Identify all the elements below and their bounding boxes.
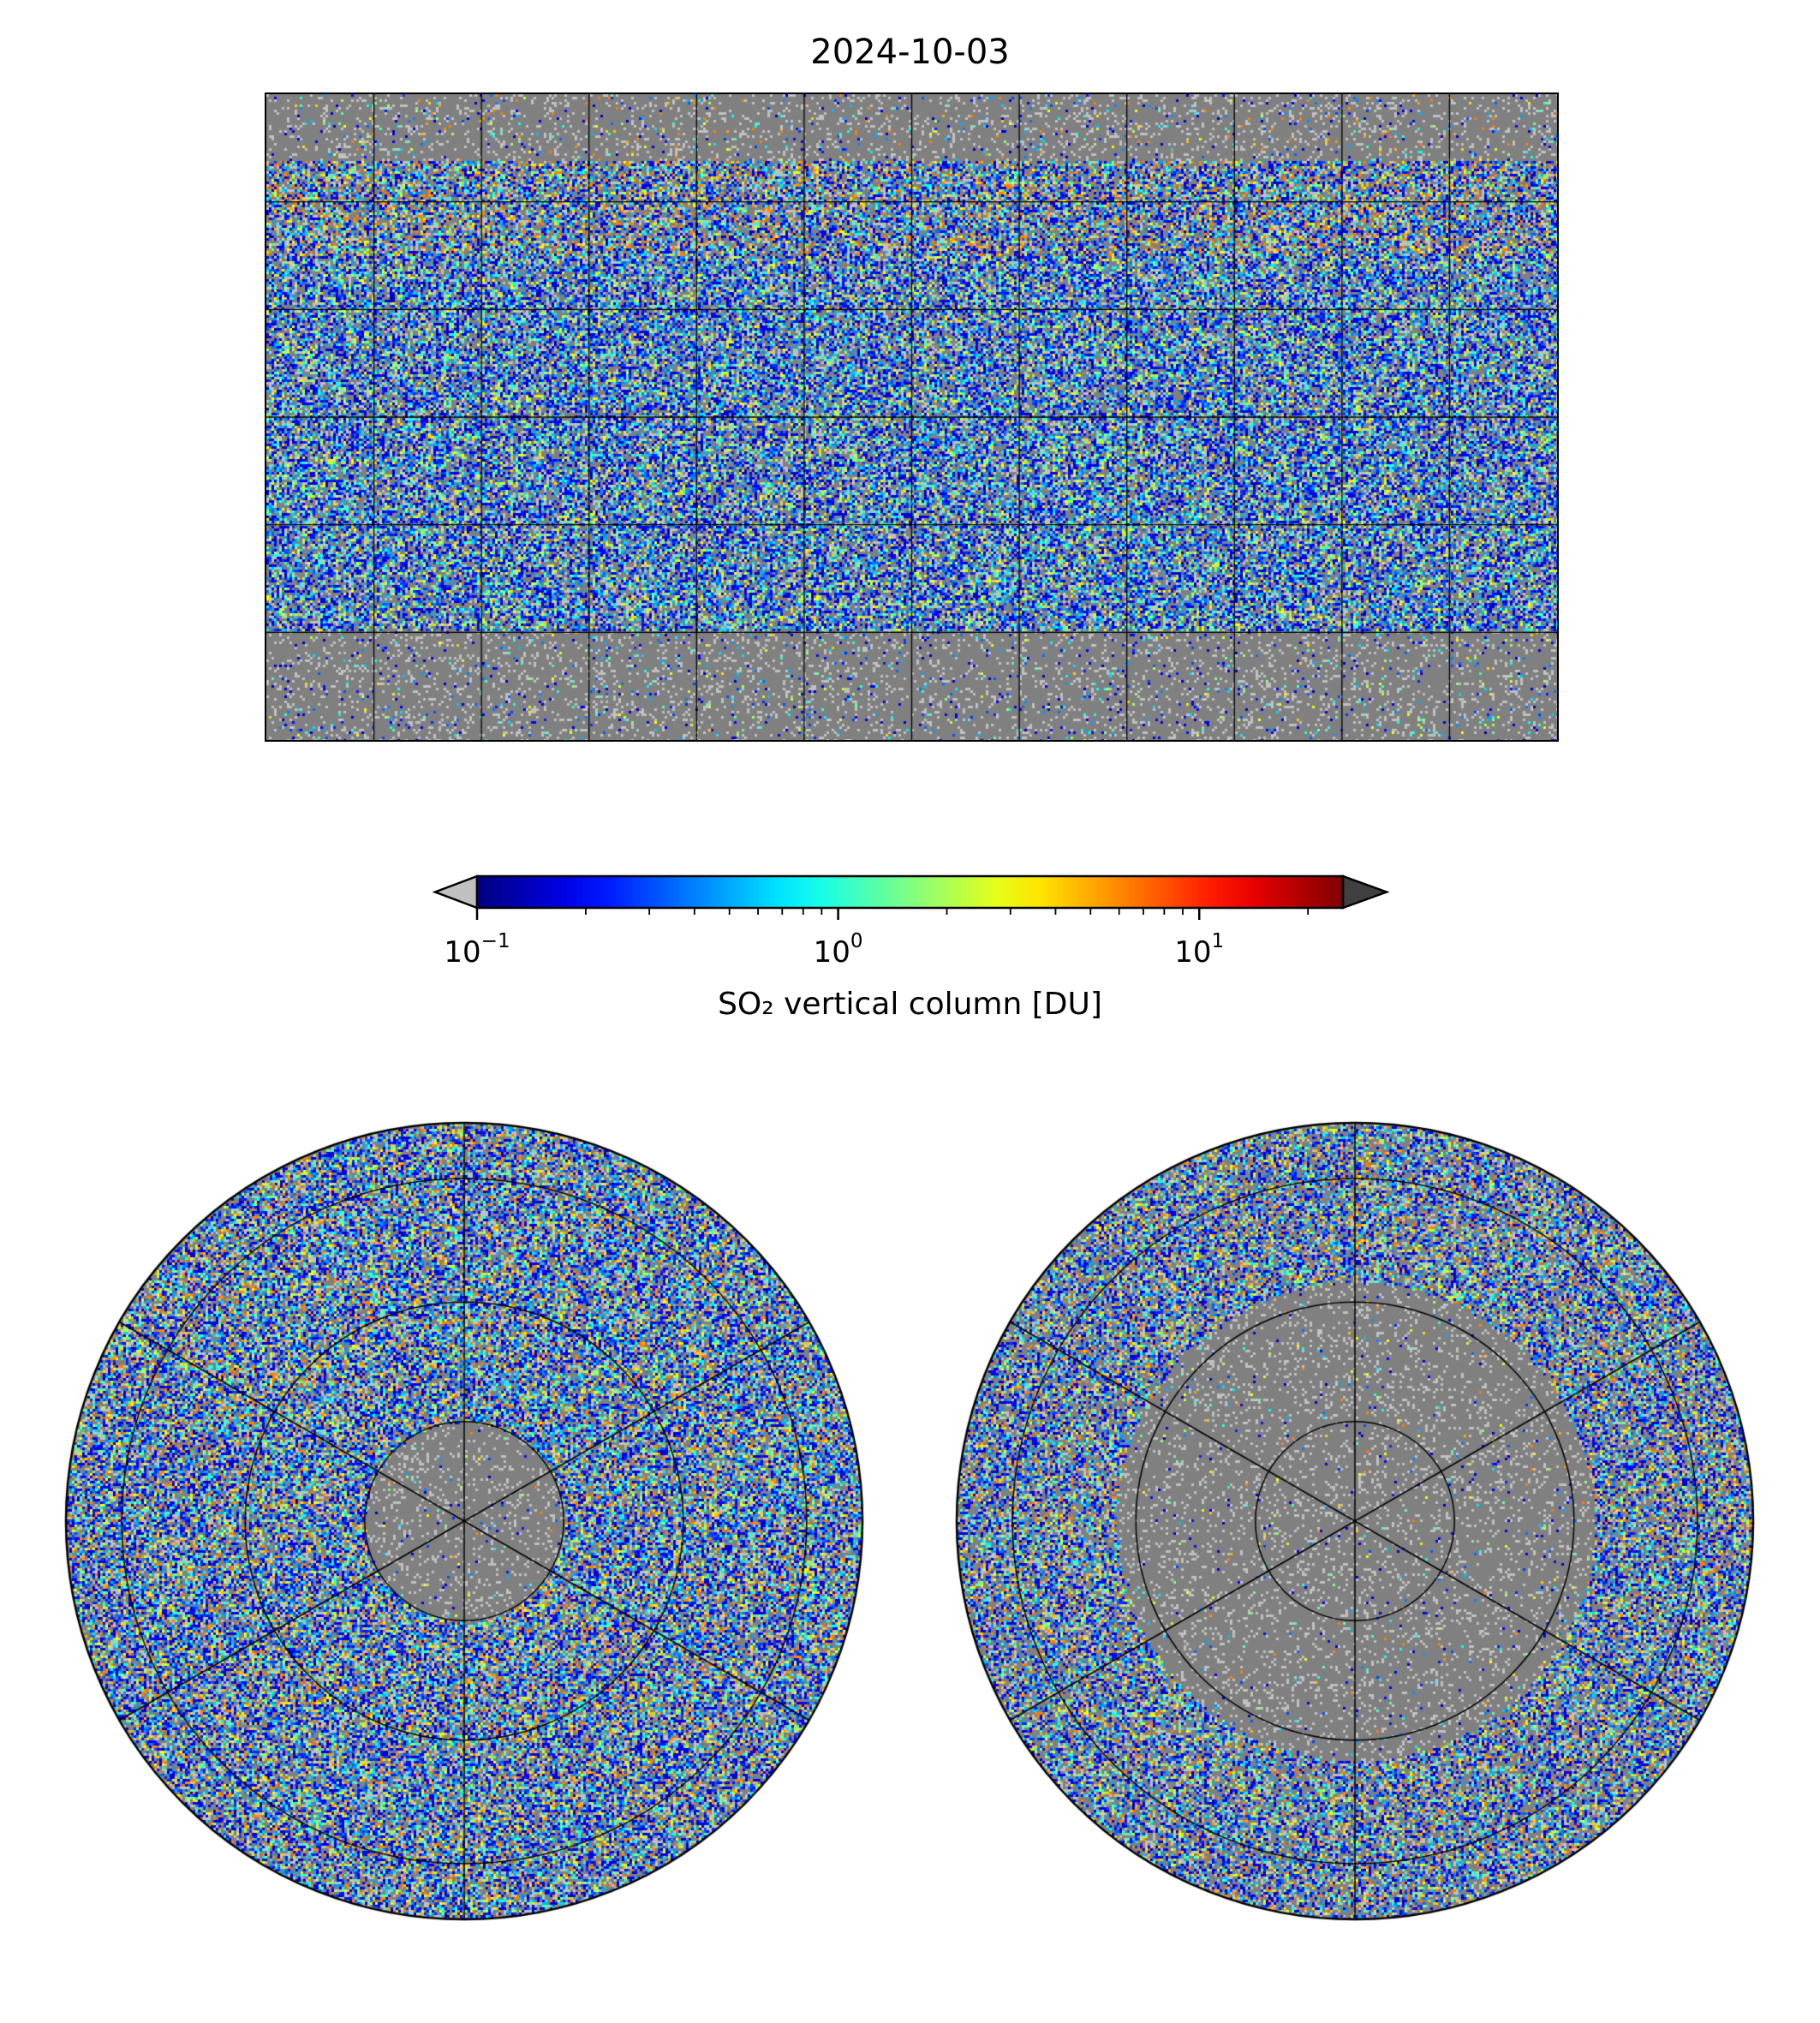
colorbar-gradient [475, 874, 1345, 910]
colorbar-under-extension [432, 874, 479, 910]
colorbar-label: SO₂ vertical column [DU] [718, 987, 1102, 1022]
colorbar-tick-label: 100 [813, 930, 863, 970]
south-polar-map [955, 1121, 1755, 1921]
north-polar-map [64, 1121, 864, 1921]
colorbar-tick-label: 101 [1174, 930, 1225, 970]
global-map [265, 92, 1559, 742]
colorbar-over-extension [1341, 874, 1390, 910]
colorbar [432, 874, 1390, 920]
colorbar-tick-label: 10−1 [444, 930, 510, 970]
figure-title: 2024-10-03 [810, 33, 1010, 72]
